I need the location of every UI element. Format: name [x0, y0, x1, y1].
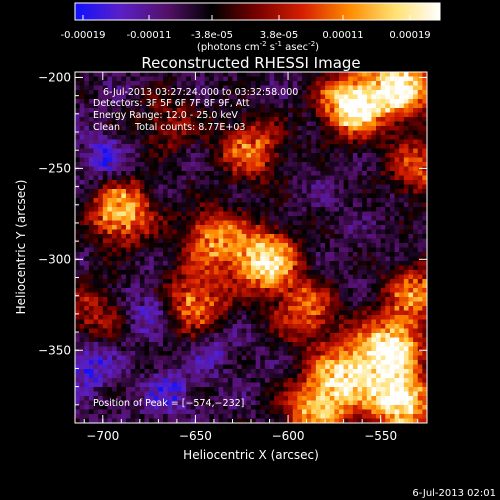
x-tick-label: −650: [179, 429, 212, 443]
x-tick-label: −550: [364, 429, 397, 443]
annotation-detectors: Detectors: 3F 5F 6F 7F 8F 9F, Att: [93, 98, 250, 109]
colorbar-tick-label: 0.00011: [322, 30, 363, 41]
y-axis-label: Heliocentric Y (arcsec): [14, 180, 28, 315]
x-axis-ticks: −700 −650 −600 −550: [83, 72, 419, 443]
y-tick-label: −350: [38, 343, 71, 357]
y-axis-ticks: −200 −250 −300 −350: [38, 70, 427, 406]
colorbar-tick-label: 0.00019: [389, 30, 430, 41]
colorbar-unit-label: (photons cm-2 s-1 asec-2): [197, 40, 319, 53]
annotation-time-range: 6-Jul-2013 03:27:24.000 to 03:32:58.000: [103, 87, 298, 98]
colorbar-tick-label: -3.8e-05: [191, 30, 233, 41]
y-tick-label: −300: [38, 252, 71, 266]
colorbar-tick-labels: -0.00019 -0.00011 -3.8e-05 3.8e-05 0.00011 0.…: [61, 30, 431, 41]
y-tick-label: −200: [38, 70, 71, 84]
x-axis-label: Heliocentric X (arcsec): [183, 448, 319, 462]
colorbar: [74, 2, 441, 21]
annotation-peak-position: Position of Peak = [−574,−232]: [93, 398, 244, 409]
colorbar-tick-label: -0.00011: [127, 30, 172, 41]
annotation-clean-counts: Clean Total counts: 8.77E+03: [93, 122, 245, 133]
footer-timestamp: 6-Jul-2013 02:01: [412, 488, 496, 499]
x-tick-label: −600: [272, 429, 305, 443]
annotation-energy-range: Energy Range: 12.0 - 25.0 keV: [93, 110, 238, 121]
x-tick-label: −700: [86, 429, 119, 443]
y-tick-label: −250: [38, 161, 71, 175]
colorbar-ticks: [82, 15, 411, 20]
heatmap-image: [75, 72, 427, 423]
image-annotations: 6-Jul-2013 03:27:24.000 to 03:32:58.000 …: [93, 87, 298, 409]
colorbar-tick-label: 3.8e-05: [260, 30, 298, 41]
chart-title: Reconstructed RHESSI Image: [141, 54, 360, 72]
colorbar-tick-label: -0.00019: [61, 30, 106, 41]
